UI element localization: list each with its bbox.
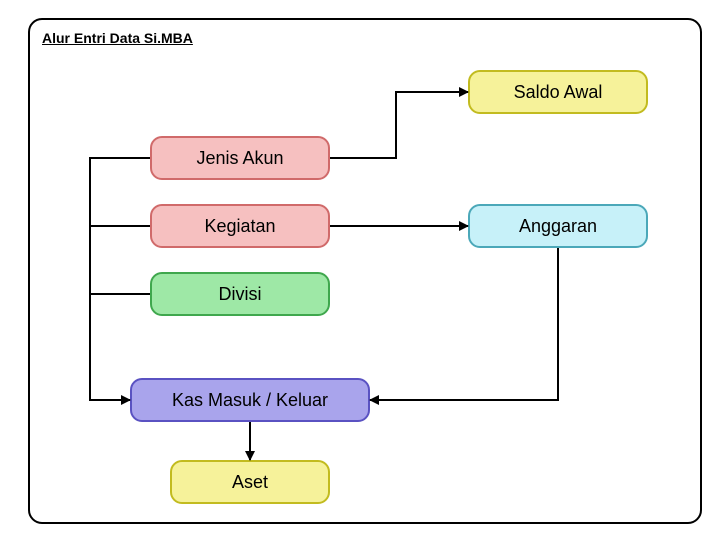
node-label: Divisi [219,284,262,305]
node-label: Saldo Awal [514,82,603,103]
node-kas: Kas Masuk / Keluar [130,378,370,422]
node-label: Kas Masuk / Keluar [172,390,328,411]
node-label: Kegiatan [204,216,275,237]
diagram-canvas: Alur Entri Data Si.MBA Saldo Awal Jenis … [0,0,720,540]
node-anggaran: Anggaran [468,204,648,248]
node-kegiatan: Kegiatan [150,204,330,248]
node-label: Jenis Akun [196,148,283,169]
node-label: Anggaran [519,216,597,237]
node-jenis-akun: Jenis Akun [150,136,330,180]
node-divisi: Divisi [150,272,330,316]
node-aset: Aset [170,460,330,504]
node-saldo-awal: Saldo Awal [468,70,648,114]
node-label: Aset [232,472,268,493]
diagram-title: Alur Entri Data Si.MBA [42,30,193,46]
